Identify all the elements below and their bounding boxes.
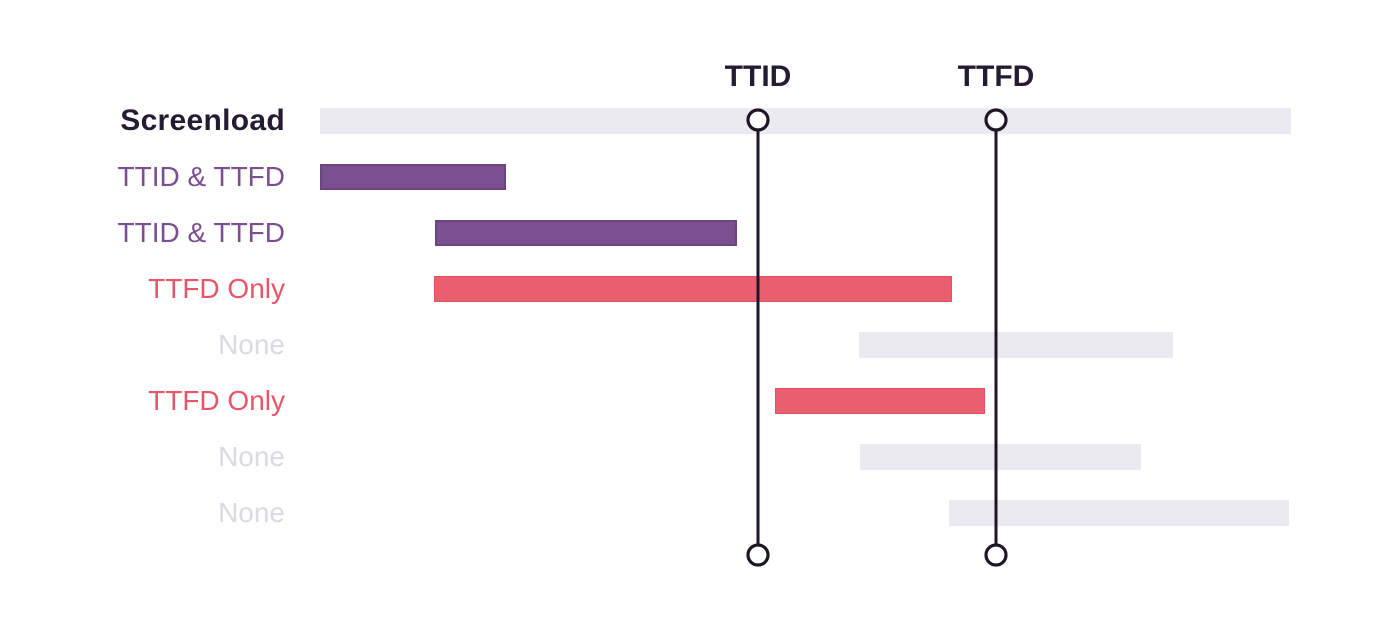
marker-ttid-bottom-circle-icon [746, 543, 770, 567]
span-bar-ttfd_only-3 [434, 275, 952, 302]
row-label-none-4: None [218, 328, 285, 360]
row-label-ttid_ttfd-1: TTID & TTFD [117, 160, 285, 192]
span-bar-ttfd_only-5 [775, 387, 985, 414]
row-label-root-0: Screenload [120, 103, 285, 137]
marker-ttfd-bottom-circle-icon [984, 543, 1008, 567]
marker-label-ttfd: TTFD [957, 60, 1035, 93]
row-label-ttid_ttfd-2: TTID & TTFD [117, 216, 285, 248]
row-label-ttfd_only-5: TTFD Only [148, 384, 285, 416]
row-label-ttfd_only-3: TTFD Only [148, 272, 285, 304]
span-bar-none-4 [859, 331, 1173, 358]
row-label-none-7: None [218, 496, 285, 528]
span-bar-root-0 [320, 107, 1291, 134]
span-bar-ttid_ttfd-1 [320, 163, 506, 190]
marker-label-ttid: TTID [724, 60, 792, 93]
span-bar-ttid_ttfd-2 [435, 219, 737, 246]
row-label-none-6: None [218, 440, 285, 472]
span-bar-none-6 [860, 443, 1141, 470]
span-bar-none-7 [949, 499, 1289, 526]
